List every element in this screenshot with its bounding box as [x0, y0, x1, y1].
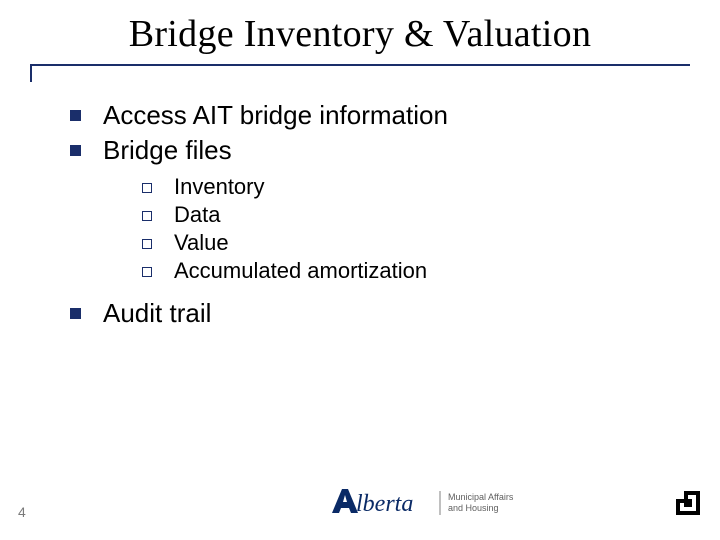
body-content: Access AIT bridge information Bridge fil…: [70, 100, 660, 333]
alberta-logo-icon: lberta Municipal Affairs and Housing: [330, 485, 560, 521]
list-item: Data: [142, 202, 660, 228]
list-item-label: Bridge files: [103, 135, 232, 166]
corner-glyph-icon: [674, 489, 702, 522]
logo-brand-text: lberta: [356, 491, 413, 517]
hollow-square-bullet-icon: [142, 211, 152, 221]
list-item: Audit trail: [70, 298, 660, 329]
logo-dept-line1: Municipal Affairs: [448, 492, 514, 502]
logo-dept-line2: and Housing: [448, 503, 499, 513]
title-block: Bridge Inventory & Valuation: [30, 12, 690, 66]
list-item: Bridge files: [70, 135, 660, 166]
square-bullet-icon: [70, 110, 81, 121]
square-bullet-icon: [70, 145, 81, 156]
page-title: Bridge Inventory & Valuation: [30, 12, 690, 62]
hollow-square-bullet-icon: [142, 183, 152, 193]
list-item: Accumulated amortization: [142, 258, 660, 284]
list-item-label: Access AIT bridge information: [103, 100, 448, 131]
page-number: 4: [18, 504, 26, 520]
list-item-label: Inventory: [174, 174, 265, 200]
slide: Bridge Inventory & Valuation Access AIT …: [0, 0, 720, 540]
hollow-square-bullet-icon: [142, 239, 152, 249]
list-item-label: Accumulated amortization: [174, 258, 427, 284]
hollow-square-bullet-icon: [142, 267, 152, 277]
list-item-label: Audit trail: [103, 298, 211, 329]
title-underline-tick: [30, 66, 32, 82]
list-item-label: Value: [174, 230, 229, 256]
list-item: Value: [142, 230, 660, 256]
title-underline: [30, 64, 690, 66]
sub-list: Inventory Data Value Accumulated amortiz…: [142, 174, 660, 284]
list-item-label: Data: [174, 202, 220, 228]
list-item: Inventory: [142, 174, 660, 200]
list-item: Access AIT bridge information: [70, 100, 660, 131]
square-bullet-icon: [70, 308, 81, 319]
footer-logo: lberta Municipal Affairs and Housing: [330, 485, 560, 526]
